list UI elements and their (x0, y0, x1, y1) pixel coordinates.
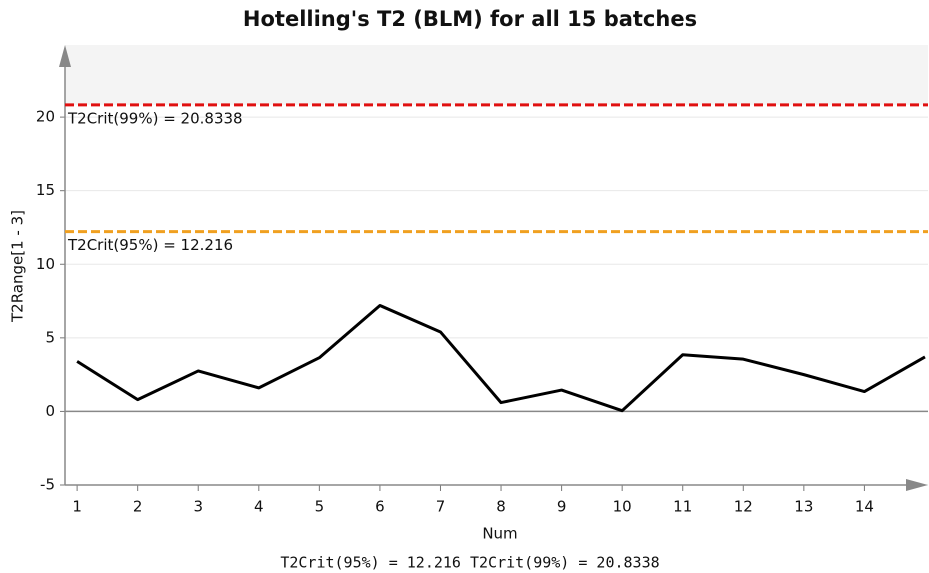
x-tick-label: 8 (496, 498, 506, 516)
x-axis-label: Num (482, 525, 517, 543)
chart-title: Hotelling's T2 (BLM) for all 15 batches (243, 7, 697, 31)
x-tick-label: 7 (436, 498, 446, 516)
y-tick-label: 15 (36, 181, 55, 199)
x-tick-label: 10 (613, 498, 632, 516)
data-line (76, 303, 926, 413)
x-tick-label: 13 (794, 498, 813, 516)
x-tick-label: 14 (855, 498, 874, 516)
y-tick-label: 5 (45, 328, 55, 346)
x-tick-label: 1 (72, 498, 82, 516)
x-tick-label: 5 (315, 498, 325, 516)
y-tick-label: 20 (36, 108, 55, 126)
y-tick-label: 0 (45, 402, 55, 420)
x-tick-label: 12 (734, 498, 753, 516)
y-tick-label: -5 (40, 476, 55, 494)
x-axis-arrow (906, 479, 928, 491)
x-tick-label: 2 (133, 498, 143, 516)
reference-label: T2Crit(95%) = 12.216 (67, 236, 233, 254)
critical-region (65, 45, 928, 105)
x-tick-label: 6 (375, 498, 385, 516)
y-axis-arrow (59, 45, 71, 67)
reference-label: T2Crit(99%) = 20.8338 (67, 109, 243, 127)
y-axis-label: T2Range[1 - 3] (9, 210, 27, 323)
y-tick-label: 10 (36, 255, 55, 273)
x-tick-label: 11 (673, 498, 692, 516)
footer: T2Crit(95%) = 12.216 T2Crit(99%) = 20.83… (280, 554, 659, 572)
x-tick-label: 3 (193, 498, 203, 516)
x-tick-label: 9 (557, 498, 567, 516)
x-tick-label: 4 (254, 498, 264, 516)
